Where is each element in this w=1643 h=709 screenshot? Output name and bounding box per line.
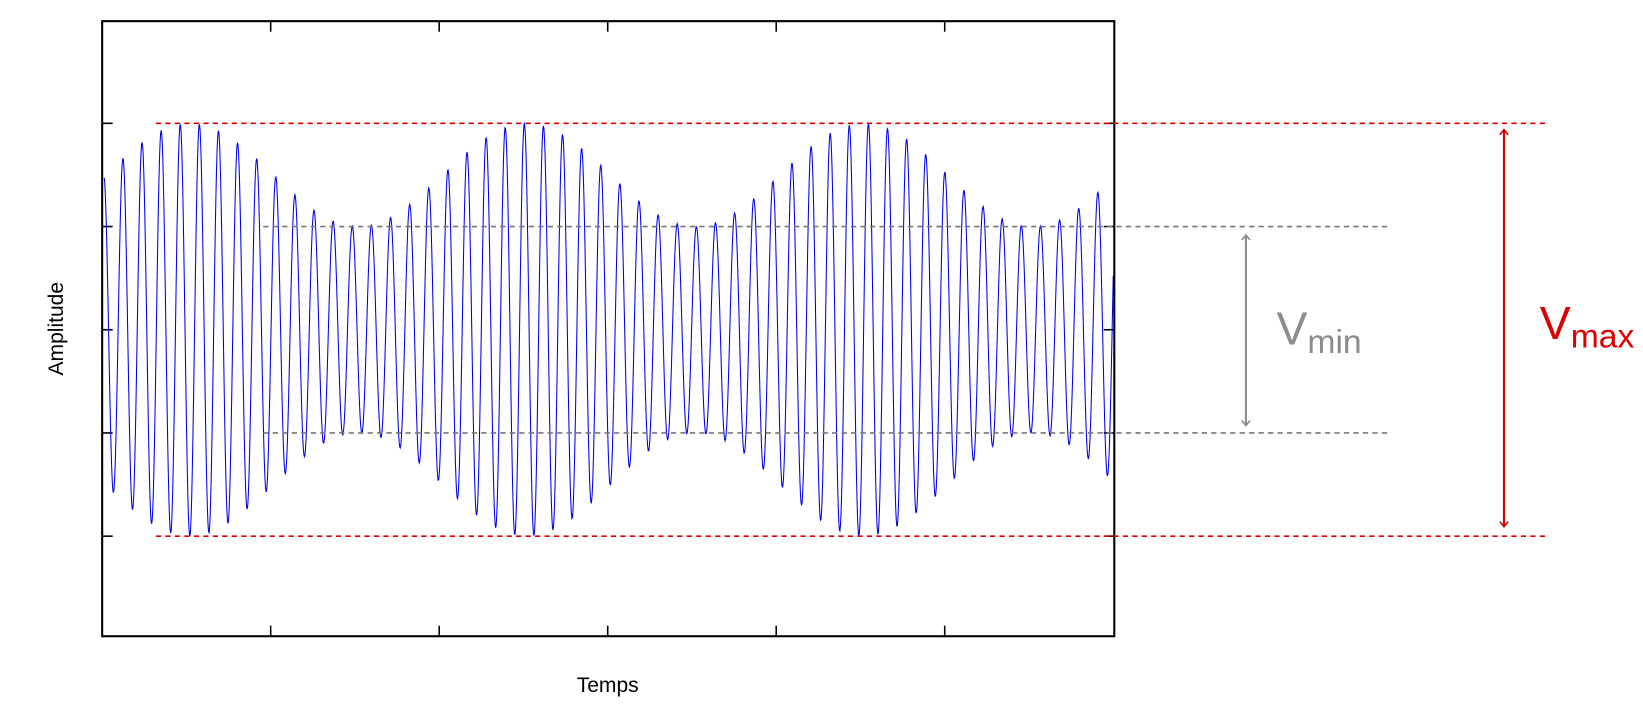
vmin-label: Vmin — [1276, 302, 1361, 360]
vmax-symbol: V — [1540, 297, 1571, 349]
vmax-subscript: max — [1571, 318, 1635, 356]
am-waveform — [103, 121, 1114, 537]
vmin-subscript: min — [1307, 323, 1361, 361]
plot-frame — [101, 20, 1116, 638]
x-axis-label: Temps — [577, 674, 639, 697]
ticks — [102, 21, 1115, 637]
y-axis-label: Amplitude — [45, 282, 68, 376]
vmax-label: Vmax — [1540, 297, 1635, 355]
vmin-symbol: V — [1276, 302, 1307, 354]
